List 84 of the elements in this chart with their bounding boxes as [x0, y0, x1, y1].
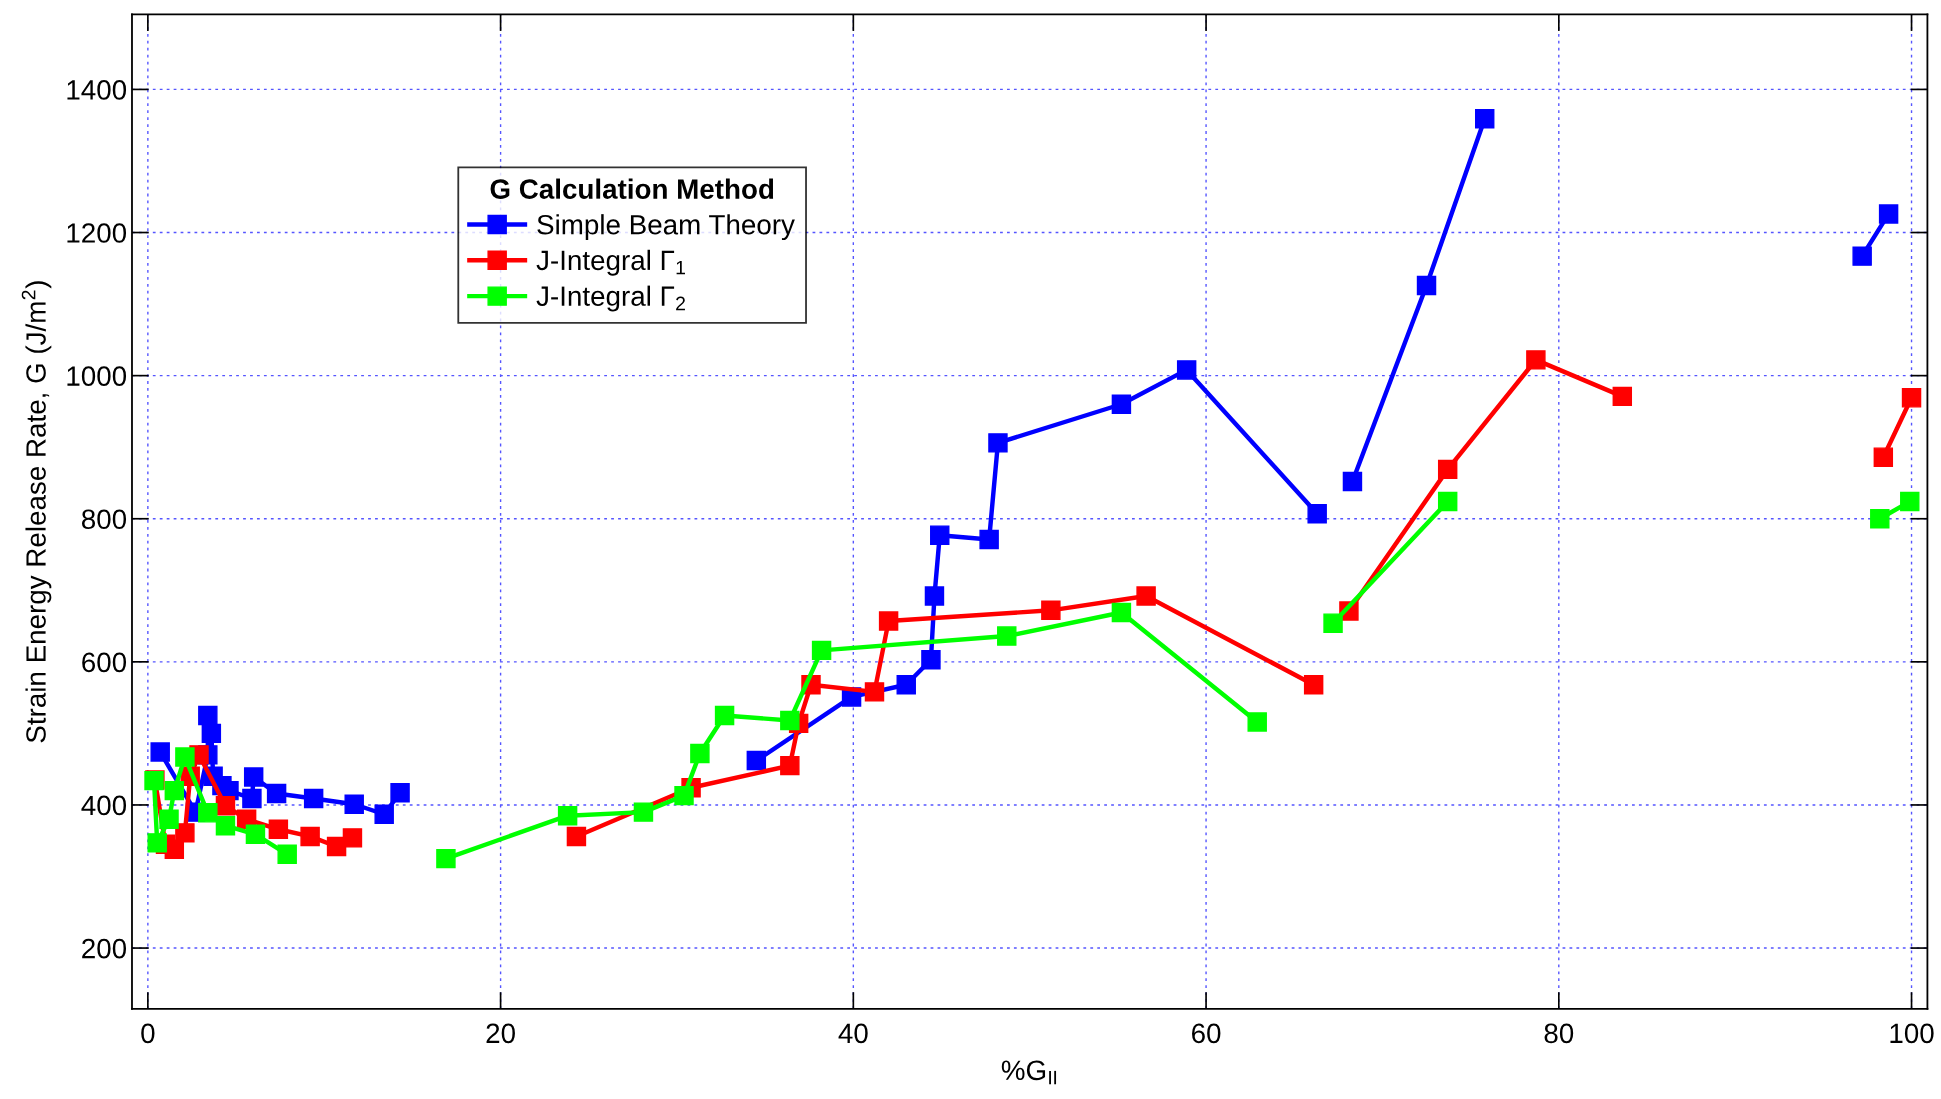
- point: [164, 780, 185, 801]
- point: [1342, 471, 1363, 492]
- point: [175, 823, 195, 843]
- point: [342, 828, 363, 848]
- point: [303, 788, 324, 809]
- point: [201, 723, 222, 744]
- point: [878, 611, 899, 631]
- y-tick-label: 400: [81, 795, 127, 816]
- point: [924, 586, 945, 606]
- x-tick-label: 0: [141, 1023, 155, 1044]
- y-tick-label: 600: [82, 652, 127, 673]
- point: [1323, 613, 1343, 633]
- point: [674, 785, 694, 806]
- point: [436, 848, 456, 869]
- point: [268, 819, 289, 840]
- point: [1437, 491, 1458, 512]
- legend-label: Simple Beam Theory: [537, 214, 795, 241]
- point: [147, 833, 167, 853]
- point: [390, 783, 410, 803]
- point: [266, 783, 287, 804]
- x-tick-label: 80: [1544, 1023, 1574, 1044]
- point: [988, 433, 1008, 453]
- point: [1852, 246, 1872, 266]
- point: [1612, 386, 1633, 407]
- point: [1303, 675, 1324, 695]
- legend-label: J-Integral Γ$_{1}$: [536, 249, 685, 276]
- point: [1041, 600, 1061, 621]
- point: [243, 767, 264, 787]
- y-tick-label: 1400: [67, 80, 127, 100]
- point: [633, 802, 654, 822]
- point: [1873, 447, 1894, 467]
- point: [557, 805, 578, 826]
- y-tick-label: 800: [81, 509, 127, 530]
- point: [1437, 459, 1458, 480]
- x-tick-label: 40: [838, 1023, 868, 1044]
- point: [921, 649, 941, 670]
- point: [1526, 350, 1546, 370]
- point: [1136, 586, 1156, 606]
- point: [1901, 388, 1922, 408]
- point: [198, 803, 218, 823]
- point: [175, 747, 195, 767]
- y-tick-label: 1000: [67, 366, 127, 386]
- point: [714, 705, 735, 726]
- point: [864, 682, 885, 702]
- point: [215, 795, 236, 816]
- point: [1307, 504, 1327, 524]
- y-axis-title: Strain Energy Release Rate, G (J/m$^{2}$): [21, 281, 52, 743]
- x-tick-label: 20: [486, 1023, 515, 1044]
- point: [780, 755, 800, 776]
- legend-label: J-Integral Γ$_{2}$: [536, 285, 685, 312]
- point: [1111, 602, 1132, 623]
- point: [374, 804, 394, 824]
- point: [1475, 109, 1495, 129]
- point: [150, 742, 170, 762]
- x-tick-label: 100: [1890, 1023, 1934, 1044]
- point: [1111, 394, 1132, 414]
- point: [245, 824, 266, 845]
- point: [1900, 491, 1920, 512]
- legend-title: G Calculation Method: [490, 178, 774, 199]
- point: [300, 826, 320, 847]
- point: [746, 750, 767, 771]
- point: [1247, 712, 1267, 732]
- point: [344, 794, 364, 814]
- point: [242, 788, 262, 809]
- x-tick-label: 60: [1192, 1023, 1221, 1044]
- point: [930, 525, 950, 545]
- point: [811, 640, 832, 661]
- point: [780, 710, 800, 731]
- point: [1878, 204, 1899, 224]
- y-tick-label: 1200: [67, 223, 127, 243]
- point: [1870, 509, 1890, 529]
- x-axis-title: %G$_{II}$: [1001, 1060, 1057, 1085]
- point: [690, 743, 710, 764]
- point: [566, 826, 587, 847]
- point: [198, 705, 218, 726]
- point: [1416, 275, 1437, 296]
- point: [215, 815, 236, 836]
- point: [979, 529, 999, 550]
- point: [277, 844, 297, 865]
- point: [1176, 360, 1197, 380]
- point: [997, 626, 1017, 646]
- point: [159, 809, 179, 829]
- y-tick-label: 200: [82, 938, 127, 959]
- point: [896, 675, 916, 695]
